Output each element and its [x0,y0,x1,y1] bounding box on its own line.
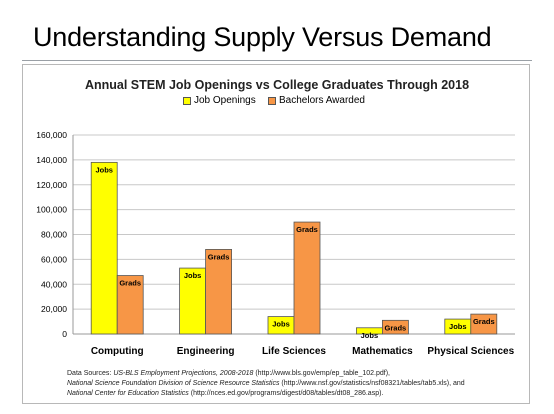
data-sources-note: Data Sources: US-BLS Employment Projecti… [67,369,537,399]
bar-label-bachelors-awarded-physical-sciences: Grads [473,317,495,326]
bar-label-bachelors-awarded-mathematics: Grads [385,323,407,332]
legend-label-job-openings: Job Openings [194,95,256,106]
y-tick-label: 40,000 [41,279,67,289]
title-divider [22,60,532,61]
y-tick-label: 120,000 [36,180,67,190]
bar-label-job-openings-physical-sciences: Jobs [449,322,467,331]
bar-bachelors-awarded-life-sciences [293,221,321,335]
x-category-label: Physical Sciences [427,346,514,357]
sources-line-2: National Science Foundation Division of … [67,380,465,387]
slide-title: Understanding Supply Versus Demand [33,22,492,52]
y-tick-label: 20,000 [41,304,67,314]
bar-job-openings-computing [90,161,118,335]
y-tick-label: 0 [62,329,67,339]
x-category-label: Mathematics [352,346,413,357]
y-tick-label: 80,000 [41,230,67,240]
bar-label-job-openings-mathematics: Jobs [361,331,379,340]
x-category-label: Engineering [177,346,235,357]
bar-bachelors-awarded-engineering [205,249,233,335]
x-category-label: Life Sciences [262,346,326,357]
bar-bachelors-awarded-computing [116,275,144,335]
bar-bachelors-awarded-mathematics [381,319,409,335]
sources-line-1: Data Sources: US-BLS Employment Projecti… [67,370,390,377]
y-tick-label: 160,000 [36,130,67,140]
bar-bachelors-awarded-physical-sciences [470,313,498,335]
bar-label-bachelors-awarded-engineering: Grads [208,252,230,261]
chart-title: Annual STEM Job Openings vs College Grad… [84,78,470,92]
legend-swatch-bachelors-awarded [268,97,276,105]
bar-label-bachelors-awarded-computing: Grads [119,279,141,288]
bar-job-openings-engineering [179,267,207,335]
legend-swatch-job-openings [183,97,191,105]
bar-label-bachelors-awarded-life-sciences: Grads [296,225,318,234]
bar-label-job-openings-engineering: Jobs [184,271,202,280]
sources-line-3: National Center for Education Statistics… [67,390,384,397]
bar-label-job-openings-computing: Jobs [95,165,113,174]
legend-label-bachelors-awarded: Bachelors Awarded [279,95,365,106]
y-tick-label: 140,000 [36,155,67,165]
x-category-label: Computing [91,346,144,357]
y-tick-label: 100,000 [36,205,67,215]
bar-label-job-openings-life-sciences: Jobs [272,320,290,329]
y-tick-label: 60,000 [41,254,67,264]
